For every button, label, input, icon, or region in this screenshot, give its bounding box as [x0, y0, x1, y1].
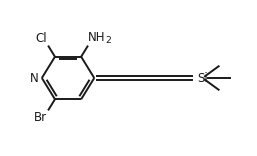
Text: 2: 2 [105, 36, 111, 45]
Text: NH: NH [88, 31, 105, 44]
Text: N: N [30, 71, 39, 85]
Text: Br: Br [33, 111, 47, 124]
Text: Si: Si [197, 71, 208, 85]
Text: Cl: Cl [35, 32, 47, 45]
